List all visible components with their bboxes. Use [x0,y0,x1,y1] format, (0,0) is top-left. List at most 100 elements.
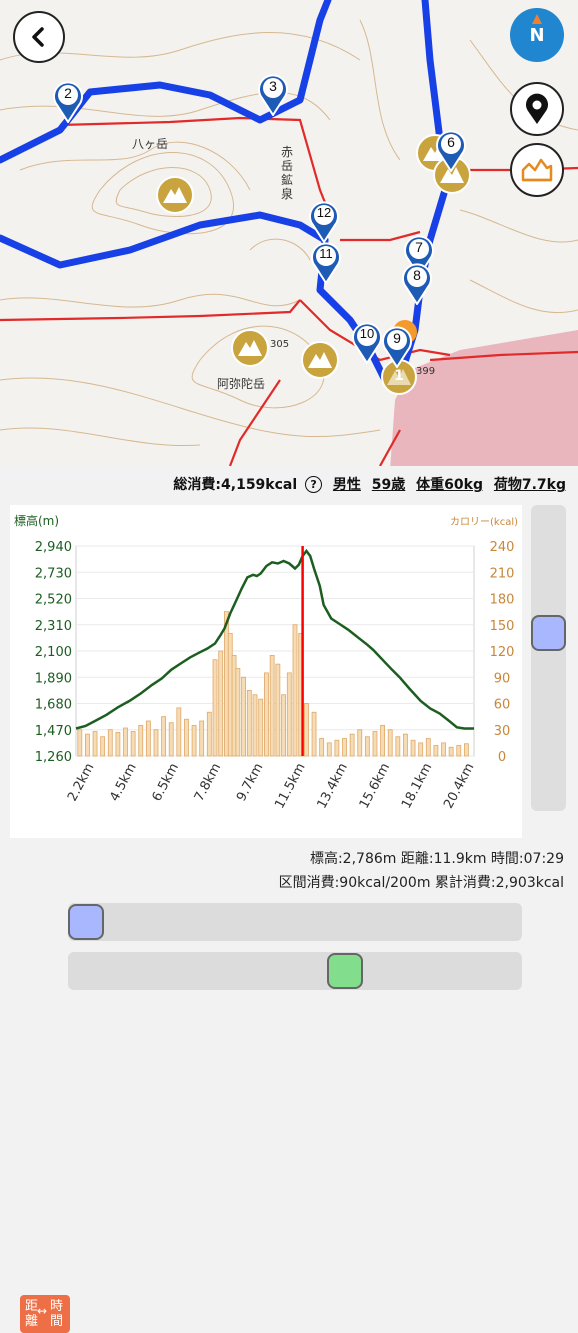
calorie-bar [334,739,340,757]
x-tick-label: 18.1km [399,761,435,811]
calorie-bar [176,707,182,757]
calorie-bar [304,703,309,757]
elevation-chart-button[interactable] [510,143,564,197]
range-start-slider[interactable] [68,903,522,941]
elevation-label: 399 [416,366,436,377]
map-pin-icon [526,93,548,124]
calorie-bar [286,672,292,757]
x-tick-label: 2.2km [65,761,97,804]
age-setting[interactable]: 59歳 [371,477,406,493]
calorie-bar [311,711,317,757]
back-button[interactable] [13,11,65,63]
weight-setting[interactable]: 体重60kg [416,477,483,493]
calorie-bar [357,729,363,757]
y-tick-label-right: 180 [490,593,515,608]
calorie-bar [218,650,224,757]
compass-button[interactable]: N [510,8,564,62]
summit-icon[interactable] [155,175,195,215]
elevation-label: 305 [270,339,290,350]
compass-needle-icon [532,14,542,24]
calorie-summary-bar: 総消費:4,159kcal ? 男性 59歳 体重60kg 荷物7.7kg [0,474,566,494]
x-tick-label: 6.5km [150,761,182,804]
waypoint-pin-10[interactable]: 10 [352,322,382,365]
calorie-bar [252,694,258,757]
calorie-bar [231,654,237,757]
waypoint-pin-9[interactable]: 9 [382,326,412,369]
stat-line-position: 標高:2,786m 距離:11.9km 時間:07:29 [309,851,564,867]
calorie-bar [199,720,205,757]
elevation-chart-panel[interactable]: 標高(m) カロリー(kcal) 2,940 2,730 2,520 2,310 2,1… [10,505,522,1333]
calorie-bar [395,736,401,757]
calorie-bar [161,716,166,757]
calorie-bar [212,659,218,757]
calorie-bar [107,729,113,757]
calorie-bar [364,736,370,757]
y-tick-label-right: 90 [494,671,511,686]
help-icon[interactable]: ? [305,476,323,493]
y-axis-label-calorie: カロリー(kcal) [450,516,518,528]
calorie-bar [326,742,332,757]
area-chart-icon [521,158,553,182]
topo-map[interactable]: 八ヶ岳 阿弥陀岳 赤岳鉱泉 305 399 1 2 3 6 7 8 9 10 1… [0,0,578,466]
slider-thumb-end[interactable] [327,953,363,989]
slider-thumb-start[interactable] [68,904,104,940]
total-calorie: 総消費:4,159kcal [173,477,298,493]
y-tick-label-left: 1,470 [35,724,72,739]
map-terrain [0,0,578,466]
calorie-bar [258,698,264,757]
slider-thumb[interactable] [531,615,566,651]
y-tick-label-left: 2,310 [35,619,72,634]
y-tick-label-right: 30 [494,724,511,739]
y-tick-label-left: 2,940 [35,540,72,555]
y-tick-label-left: 2,520 [35,593,72,608]
calorie-bar [456,745,462,757]
calorie-bar [292,624,298,757]
calorie-bar [264,672,269,757]
range-end-slider[interactable] [68,952,522,990]
y-tick-label-left: 2,100 [35,645,72,660]
waypoint-pin-3[interactable]: 3 [258,74,288,117]
calorie-bar [145,720,151,757]
y-axis-label-elevation: 標高(m) [14,513,59,528]
gender-setting[interactable]: 男性 [332,477,361,493]
calorie-bar [269,654,275,757]
calorie-bar [403,733,408,757]
peak-label-yatsugatake: 八ヶ岳 [132,137,169,151]
calorie-bar [425,738,431,757]
load-setting[interactable]: 荷物7.7kg [493,477,566,493]
y-tick-label-right: 60 [494,698,511,713]
calorie-bar [168,722,174,757]
x-tick-label: 20.4km [441,761,477,811]
calorie-bar [100,736,106,757]
trail-label-akadake-kosen: 赤岳鉱泉 [281,145,294,201]
chevron-left-icon [32,27,44,47]
x-tick-label: 15.6km [357,761,393,811]
waypoint-pin-12[interactable]: 12 [309,201,339,244]
summit-icon[interactable] [230,328,270,368]
x-tick-label: 4.5km [107,761,139,804]
waypoints-toggle-button[interactable] [510,82,564,136]
waypoint-pin-11[interactable]: 11 [311,242,341,285]
vertical-zoom-slider[interactable] [531,505,566,811]
calorie-bar [241,676,246,757]
calorie-bar [77,729,83,757]
calorie-bar [123,727,128,757]
summit-icon[interactable] [432,155,472,195]
calorie-bar [184,718,189,757]
swap-arrow-icon: ↔ [37,1304,48,1318]
waypoint-pin-6[interactable]: 6 [436,130,466,173]
calorie-bar [372,731,378,757]
calorie-bar [153,729,159,757]
waypoint-pin-8[interactable]: 8 [402,263,432,306]
calorie-bar [410,739,416,757]
calorie-bar [380,724,385,757]
calorie-bar [224,611,229,757]
y-tick-label-right: 210 [490,566,515,581]
waypoint-pin-2[interactable]: 2 [53,81,83,124]
elevation-chart[interactable]: 標高(m) カロリー(kcal) 2,940 2,730 2,520 2,310 2,1… [10,505,522,838]
summit-icon[interactable] [300,340,340,380]
calorie-bar [418,742,424,757]
distance-time-toggle[interactable]: 距 離 時 間 ↔ [20,1295,70,1333]
calorie-bar [281,694,286,757]
waypoint-pin-7[interactable]: 7 [404,235,434,278]
